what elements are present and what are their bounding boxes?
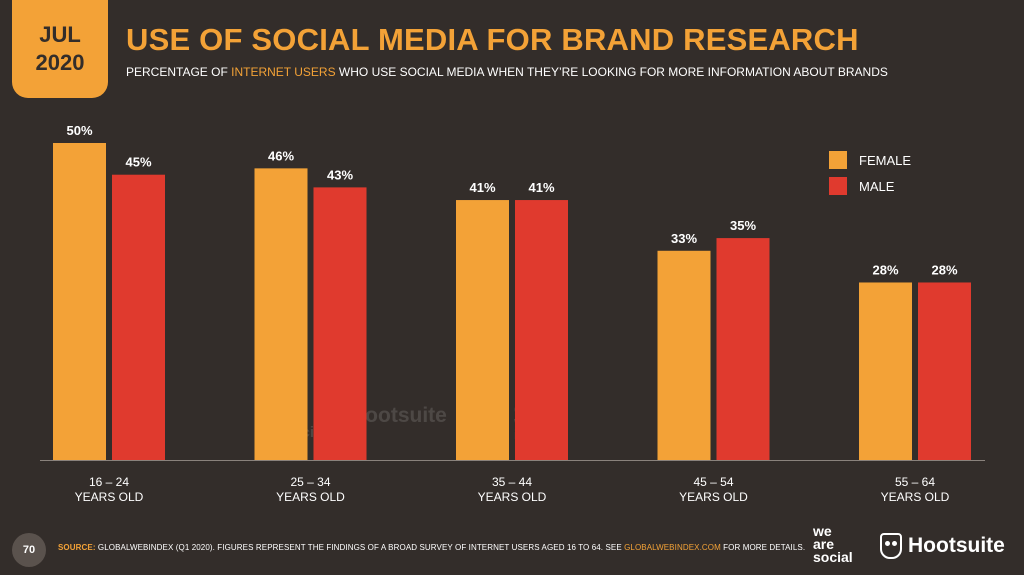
- logo-was-line: we: [813, 523, 832, 539]
- page-subtitle: PERCENTAGE OF INTERNET USERS WHO USE SOC…: [126, 65, 888, 79]
- x-tick-label-line: YEARS OLD: [74, 490, 144, 504]
- page-number: 70: [12, 533, 46, 567]
- bar-female-0: [53, 143, 106, 460]
- data-label-male-0: 45%: [125, 155, 151, 170]
- source-end: FOR MORE DETAILS.: [720, 543, 806, 552]
- source-label: SOURCE:: [58, 543, 96, 552]
- source-link[interactable]: GLOBALWEBINDEX.COM: [624, 543, 721, 552]
- x-tick-label-line: 55 – 64: [894, 475, 936, 489]
- subtitle-suffix: WHO USE SOCIAL MEDIA WHEN THEY’RE LOOKIN…: [335, 65, 888, 79]
- data-label-male-2: 41%: [528, 180, 554, 195]
- bar-female-3: [657, 250, 711, 460]
- x-tick-label: 55 – 64 YEARS OLD: [855, 475, 975, 505]
- x-tick-label-line: YEARS OLD: [477, 490, 547, 504]
- data-label-male-4: 28%: [931, 262, 957, 277]
- x-tick-label-line: 45 – 54: [693, 475, 734, 489]
- watermark-hootsuite: Hootsuite: [350, 404, 447, 428]
- x-tick-label: 45 – 54 YEARS OLD: [654, 475, 774, 505]
- date-month: JUL: [39, 22, 81, 47]
- x-tick-label-line: 25 – 34: [290, 475, 331, 489]
- legend-swatch-male: [829, 177, 847, 195]
- source-text: GLOBALWEBINDEX (Q1 2020). FIGURES REPRES…: [95, 543, 625, 552]
- bar-male-3: [716, 238, 770, 460]
- source-note: SOURCE: GLOBALWEBINDEX (Q1 2020). FIGURE…: [58, 543, 805, 552]
- legend-label-male: MALE: [859, 178, 895, 194]
- logo-was-line: are: [813, 536, 835, 552]
- legend-item-male: MALE: [829, 173, 911, 199]
- data-label-female-2: 41%: [469, 180, 495, 195]
- bar-male-1: [313, 187, 367, 460]
- chart-legend: FEMALE MALE: [829, 147, 911, 199]
- x-tick-label-line: 16 – 24: [88, 475, 130, 489]
- subtitle-highlight: INTERNET USERS: [231, 65, 336, 79]
- bar-female-1: [254, 168, 308, 461]
- subtitle-prefix: PERCENTAGE OF: [126, 65, 232, 79]
- legend-label-female: FEMALE: [859, 152, 912, 168]
- date-badge: JUL 2020: [12, 0, 108, 98]
- logo-was-line: social: [813, 549, 853, 565]
- watermark-hootsuite-text: Hootsuite: [350, 404, 447, 427]
- page-title: USE OF SOCIAL MEDIA FOR BRAND RESEARCH: [126, 22, 859, 57]
- bar-male-0: [112, 174, 165, 460]
- x-tick-label-line: YEARS OLD: [880, 490, 950, 504]
- x-tick-label: 35 – 44 YEARS OLD: [452, 475, 572, 505]
- hootsuite-logo-text: Hootsuite: [908, 534, 1005, 557]
- x-tick-label: 25 – 34 YEARS OLD: [251, 475, 371, 505]
- owl-icon: [880, 533, 902, 559]
- x-tick-label-line: 35 – 44: [491, 475, 533, 489]
- hootsuite-logo: Hootsuite: [880, 533, 1005, 559]
- data-label-female-1: 46%: [268, 148, 294, 163]
- x-tick-label-line: YEARS OLD: [276, 490, 345, 504]
- data-label-female-4: 28%: [872, 262, 898, 277]
- bar-female-2: [456, 200, 509, 460]
- legend-item-female: FEMALE: [829, 147, 911, 173]
- x-tick-label-line: YEARS OLD: [679, 490, 748, 504]
- bar-female-4: [859, 282, 912, 460]
- data-label-female-3: 33%: [671, 231, 697, 246]
- legend-swatch-female: [829, 151, 847, 169]
- bar-male-2: [515, 200, 568, 460]
- data-label-female-0: 50%: [66, 123, 92, 138]
- bar-male-4: [918, 282, 971, 460]
- x-tick-label: 16 – 24 YEARS OLD: [49, 475, 169, 505]
- we-are-social-logo: we are social: [813, 523, 853, 565]
- data-label-male-1: 43%: [327, 167, 353, 182]
- date-year: 2020: [35, 50, 85, 75]
- data-label-male-3: 35%: [730, 218, 756, 233]
